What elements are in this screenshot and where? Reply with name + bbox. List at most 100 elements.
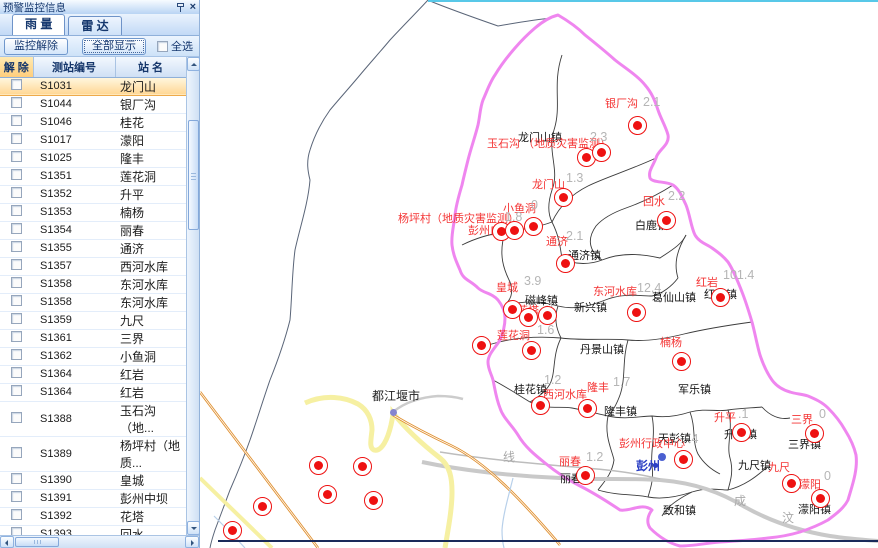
table-row[interactable]: S1355 通济 xyxy=(0,239,186,258)
horizontal-scrollbar[interactable] xyxy=(0,535,199,548)
table-row[interactable]: S1358 东河水库 xyxy=(0,293,186,312)
station-alarm-marker[interactable] xyxy=(471,335,491,355)
release-checkbox[interactable] xyxy=(11,349,22,360)
station-alarm-marker[interactable] xyxy=(781,473,801,493)
town-label: 军乐镇 xyxy=(678,384,711,396)
table-row[interactable]: S1046 桂花 xyxy=(0,113,186,132)
station-alarm-marker[interactable] xyxy=(671,351,691,371)
station-alarm-marker[interactable] xyxy=(591,142,611,162)
station-alarm-marker[interactable] xyxy=(537,305,557,325)
select-all-checkbox[interactable] xyxy=(157,40,168,52)
station-alarm-marker[interactable] xyxy=(352,456,372,476)
release-checkbox[interactable] xyxy=(11,115,22,126)
release-checkbox[interactable] xyxy=(11,241,22,252)
table-row[interactable]: S1388 玉石沟 （地... xyxy=(0,401,186,437)
release-checkbox[interactable] xyxy=(11,509,22,520)
station-alarm-marker[interactable] xyxy=(575,465,595,485)
scroll-left-button[interactable] xyxy=(0,536,14,548)
map-canvas[interactable]: 龙门山镇白鹿镇通济镇磁峰镇新兴镇葛仙山镇红岩镇丹景山镇桂花镇隆丰镇军乐镇天彭镇丽… xyxy=(200,0,878,548)
release-checkbox[interactable] xyxy=(11,473,22,484)
station-alarm-marker[interactable] xyxy=(810,488,830,508)
release-checkbox[interactable] xyxy=(11,259,22,270)
table-row[interactable]: S1364 红岩 xyxy=(0,365,186,384)
table-row[interactable]: S1359 九尺 xyxy=(0,311,186,330)
scroll-right-button[interactable] xyxy=(185,536,199,548)
station-alarm-marker[interactable] xyxy=(577,398,597,418)
station-alarm-marker[interactable] xyxy=(518,307,538,327)
station-alarm-marker[interactable] xyxy=(523,216,543,236)
table-row[interactable]: S1392 花塔 xyxy=(0,507,186,526)
station-alarm-marker[interactable] xyxy=(363,490,383,510)
tab-rainfall[interactable]: 雨 量 xyxy=(12,14,66,35)
table-row[interactable]: S1017 濛阳 xyxy=(0,131,186,150)
table-row[interactable]: S1361 三界 xyxy=(0,329,186,348)
release-checkbox[interactable] xyxy=(11,97,22,108)
table-row[interactable]: S1390 皇城 xyxy=(0,471,186,490)
release-checkbox[interactable] xyxy=(11,277,22,288)
release-checkbox[interactable] xyxy=(11,331,22,342)
table-row[interactable]: S1031 龙门山 xyxy=(0,76,186,96)
station-alarm-marker[interactable] xyxy=(504,220,524,240)
station-alarm-marker[interactable] xyxy=(731,422,751,442)
release-checkbox[interactable] xyxy=(11,313,22,324)
station-alarm-marker[interactable] xyxy=(626,302,646,322)
station-alarm-marker[interactable] xyxy=(222,520,242,540)
release-checkbox[interactable] xyxy=(11,223,22,234)
station-alarm-marker[interactable] xyxy=(710,287,730,307)
station-alarm-marker[interactable] xyxy=(804,423,824,443)
release-checkbox[interactable] xyxy=(11,133,22,144)
table-row[interactable]: S1354 丽春 xyxy=(0,221,186,240)
table-row[interactable]: S1351 莲花洞 xyxy=(0,167,186,186)
header-station-code[interactable]: 测站编号 xyxy=(33,57,116,78)
table-row[interactable]: S1353 楠杨 xyxy=(0,203,186,222)
table-row[interactable]: S1362 小鱼洞 xyxy=(0,347,186,366)
release-checkbox[interactable] xyxy=(11,205,22,216)
table-row[interactable]: S1025 隆丰 xyxy=(0,149,186,168)
scroll-down-button[interactable] xyxy=(187,521,200,535)
release-checkbox[interactable] xyxy=(11,151,22,162)
station-alarm-marker[interactable] xyxy=(530,395,550,415)
release-checkbox[interactable] xyxy=(11,446,22,458)
table-row[interactable]: S1358 东河水库 xyxy=(0,275,186,294)
station-alarm-marker[interactable] xyxy=(252,496,272,516)
station-alarm-marker[interactable] xyxy=(521,340,541,360)
station-label: 龙门山 xyxy=(532,179,565,191)
release-monitor-button[interactable]: 监控解除 xyxy=(4,37,68,55)
release-checkbox[interactable] xyxy=(11,169,22,180)
release-checkbox[interactable] xyxy=(11,367,22,378)
header-release[interactable]: 解 除 xyxy=(0,57,34,78)
header-station-name[interactable]: 站 名 xyxy=(115,57,186,78)
town-label: 新兴镇 xyxy=(574,302,607,314)
pin-icon[interactable] xyxy=(176,2,185,13)
release-checkbox[interactable] xyxy=(11,491,22,502)
station-alarm-marker[interactable] xyxy=(308,455,328,475)
table-row[interactable]: S1389 杨坪村（地质... xyxy=(0,436,186,472)
table-row[interactable]: S1352 升平 xyxy=(0,185,186,204)
scroll-up-button[interactable] xyxy=(187,57,200,71)
tab-radar[interactable]: 雷 达 xyxy=(68,16,122,35)
station-alarm-marker[interactable] xyxy=(673,449,693,469)
release-checkbox[interactable] xyxy=(11,385,22,396)
show-all-button[interactable]: 全部显示 xyxy=(82,37,146,55)
horizontal-scroll-thumb[interactable] xyxy=(15,537,59,547)
release-checkbox[interactable] xyxy=(11,527,22,535)
station-alarm-marker[interactable] xyxy=(627,115,647,135)
station-alarm-marker[interactable] xyxy=(553,187,573,207)
vertical-scrollbar[interactable] xyxy=(186,57,200,535)
station-alarm-marker[interactable] xyxy=(317,484,337,504)
station-alarm-marker[interactable] xyxy=(502,299,522,319)
table-row[interactable]: S1393 回水 xyxy=(0,525,186,535)
close-icon[interactable]: × xyxy=(189,0,196,13)
vertical-scroll-thumb[interactable] xyxy=(188,120,199,230)
station-alarm-marker[interactable] xyxy=(555,253,575,273)
release-checkbox[interactable] xyxy=(11,79,22,90)
station-alarm-marker[interactable] xyxy=(656,210,676,230)
table-row[interactable]: S1044 银厂沟 xyxy=(0,95,186,114)
station-name: 玉石沟 （地... xyxy=(115,401,186,437)
table-row[interactable]: S1357 西河水库 xyxy=(0,257,186,276)
release-checkbox[interactable] xyxy=(11,187,22,198)
table-row[interactable]: S1364 红岩 xyxy=(0,383,186,402)
table-row[interactable]: S1391 彭州中坝 xyxy=(0,489,186,508)
release-checkbox[interactable] xyxy=(11,295,22,306)
release-checkbox[interactable] xyxy=(11,411,22,423)
